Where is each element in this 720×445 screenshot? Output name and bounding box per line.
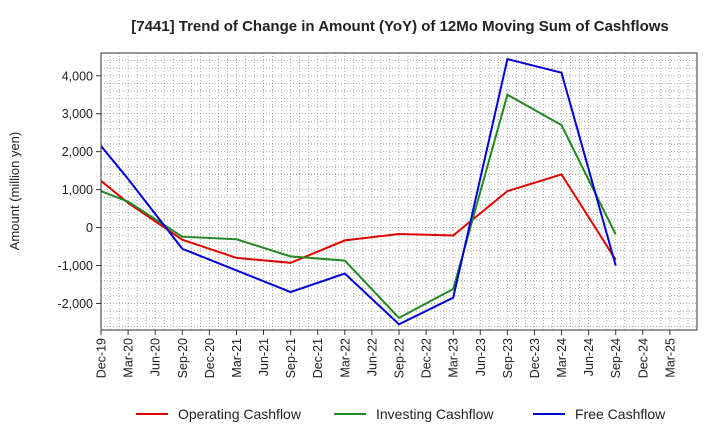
x-tick-label: Jun-24 <box>582 338 596 376</box>
x-tick-label: Sep-24 <box>609 338 623 378</box>
grid <box>100 52 698 330</box>
x-tick-label: Mar-25 <box>663 338 677 378</box>
x-tick-label: Sep-23 <box>501 338 515 378</box>
x-tick-label: Jun-22 <box>365 338 379 376</box>
x-tick-label: Dec-23 <box>528 338 542 378</box>
x-axis-ticks: Dec-19 Mar-20 Jun-20 Sep-20 Dec-20 Mar-21 Jun-… <box>95 330 677 378</box>
x-tick-label: Mar-21 <box>230 338 244 378</box>
chart-title: [7441] Trend of Change in Amount (YoY) o… <box>131 18 669 35</box>
x-tick-label: Mar-23 <box>447 338 461 378</box>
series-line-investing-cashflow <box>100 93 617 320</box>
x-tick-label: Jun-20 <box>149 338 163 376</box>
y-tick-label: 2,000 <box>62 145 93 159</box>
series-line-operating-cashflow <box>100 173 617 264</box>
x-tick-label: Dec-19 <box>95 338 109 378</box>
x-tick-label: Jun-21 <box>257 338 271 376</box>
y-axis-ticks: -2,000 -1,000 0 1,000 2,000 3,000 4,000 <box>58 69 101 311</box>
x-tick-label: Mar-20 <box>122 338 136 378</box>
legend: Operating Cashflow Investing Cashflow Free… <box>136 406 666 422</box>
x-tick-label: Dec-24 <box>636 338 650 378</box>
legend-label: Free Cashflow <box>575 406 666 422</box>
y-tick-label: 0 <box>86 221 93 235</box>
y-tick-label: 3,000 <box>62 107 93 121</box>
x-tick-label: Sep-22 <box>393 338 407 378</box>
series-line-free-cashflow <box>100 57 617 326</box>
series-lines <box>100 57 617 326</box>
x-tick-label: Dec-22 <box>420 338 434 378</box>
legend-label: Operating Cashflow <box>178 406 302 422</box>
x-tick-label: Mar-22 <box>338 338 352 378</box>
y-tick-label: 4,000 <box>62 69 93 83</box>
y-tick-label: 1,000 <box>62 183 93 197</box>
x-tick-label: Dec-21 <box>311 338 325 378</box>
x-tick-label: Mar-24 <box>555 338 569 378</box>
y-tick-label: -2,000 <box>58 297 93 311</box>
y-axis-label: Amount (million yen) <box>7 132 22 251</box>
y-tick-label: -1,000 <box>58 259 93 273</box>
x-tick-label: Dec-20 <box>203 338 217 378</box>
legend-label: Investing Cashflow <box>376 406 494 422</box>
x-tick-label: Sep-20 <box>176 338 190 378</box>
x-tick-label: Sep-21 <box>284 338 298 378</box>
x-tick-label: Jun-23 <box>474 338 488 376</box>
